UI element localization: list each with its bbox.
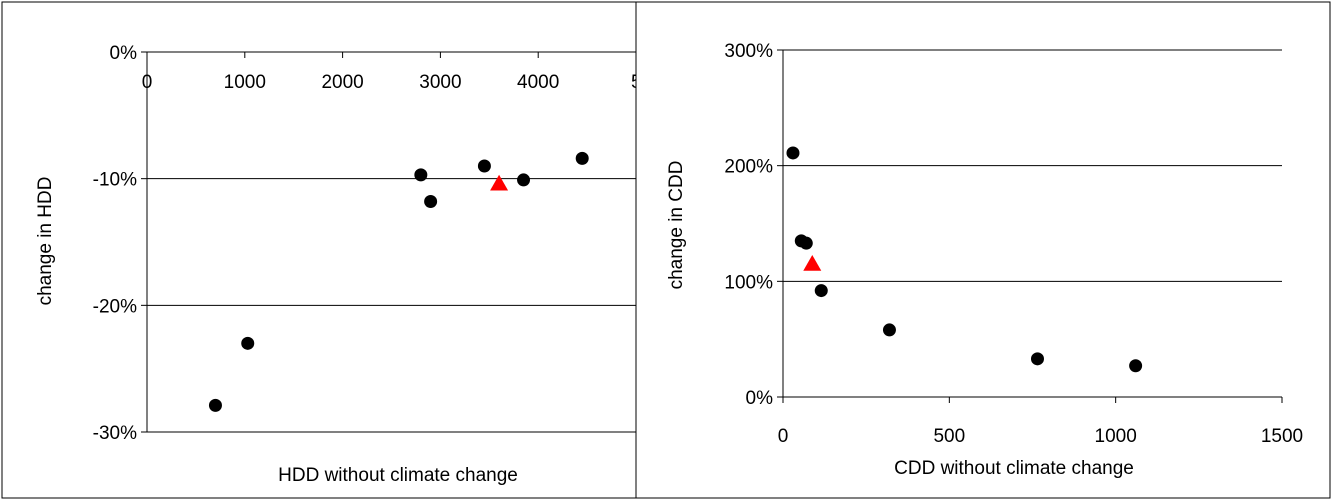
cdd-y-axis-label: change in CDD — [666, 161, 687, 290]
hdd-circle-point — [477, 159, 491, 173]
hdd-x-axis-label: HDD without climate change — [278, 465, 518, 486]
cdd-axes — [777, 49, 1283, 403]
cdd-data-points — [786, 146, 1143, 373]
cdd-y-tick-labels: 0% 100% 200% 300% — [724, 41, 773, 409]
hdd-x-tick-label: 1000 — [224, 72, 266, 93]
hdd-circle-point — [241, 336, 255, 350]
cdd-circle-point — [1030, 352, 1044, 366]
cdd-x-tick-label: 500 — [933, 426, 965, 447]
cdd-circle-point — [814, 284, 828, 298]
cdd-x-tick-label: 1000 — [1095, 426, 1137, 447]
cdd-x-axis-label: CDD without climate change — [894, 458, 1134, 479]
hdd-y-tick-label: -10% — [93, 170, 137, 191]
cdd-triangle-point — [803, 254, 822, 271]
hdd-x-tick-label: 3000 — [419, 72, 461, 93]
cdd-x-tick-label: 0 — [778, 426, 789, 447]
cdd-circle-point — [799, 236, 813, 250]
cdd-y-tick-label: 0% — [746, 388, 774, 409]
hdd-circle-point — [575, 151, 589, 165]
cdd-x-tick-label: 1500 — [1261, 426, 1303, 447]
hdd-y-tick-label: -20% — [93, 296, 137, 317]
hdd-circle-point — [517, 173, 531, 187]
hdd-y-tick-label: 0% — [110, 43, 138, 64]
hdd-chart: 0%-10%-20%-30% 010002000300040005 HDD wi… — [1, 1, 642, 499]
hdd-gridlines — [147, 178, 636, 433]
hdd-y-tick-labels: 0% -10% -20% -30% — [93, 43, 137, 444]
cdd-circle-point — [882, 323, 896, 337]
hdd-x-tick-labels: 010002000300040005 — [142, 72, 642, 93]
cdd-y-tick-label: 100% — [724, 272, 773, 293]
hdd-circle-point — [414, 168, 428, 182]
hdd-y-axis-label: change in HDD — [35, 177, 56, 306]
hdd-circle-point — [208, 398, 222, 412]
cdd-y-tick-label: 200% — [724, 157, 773, 178]
hdd-y-tick-label: -30% — [93, 423, 137, 444]
hdd-circle-point — [424, 194, 438, 208]
cdd-chart: 0% 100% 200% 300% 0 500 1000 1500 CDD without … — [635, 1, 1331, 499]
cdd-y-tick-label: 300% — [724, 41, 773, 62]
cdd-circle-point — [786, 146, 800, 160]
hdd-x-tick-label: 0 — [142, 72, 153, 93]
hdd-data-points — [208, 151, 589, 412]
hdd-x-tick-label: 4000 — [517, 72, 559, 93]
cdd-chart-frame — [635, 1, 1331, 499]
cdd-circle-point — [1129, 359, 1143, 373]
cdd-x-tick-labels: 0 500 1000 1500 — [778, 426, 1303, 447]
hdd-axes — [141, 51, 637, 433]
hdd-triangle-point — [490, 174, 509, 191]
cdd-gridlines — [783, 49, 1282, 282]
hdd-chart-frame — [1, 1, 637, 499]
hdd-x-tick-label: 2000 — [321, 72, 363, 93]
